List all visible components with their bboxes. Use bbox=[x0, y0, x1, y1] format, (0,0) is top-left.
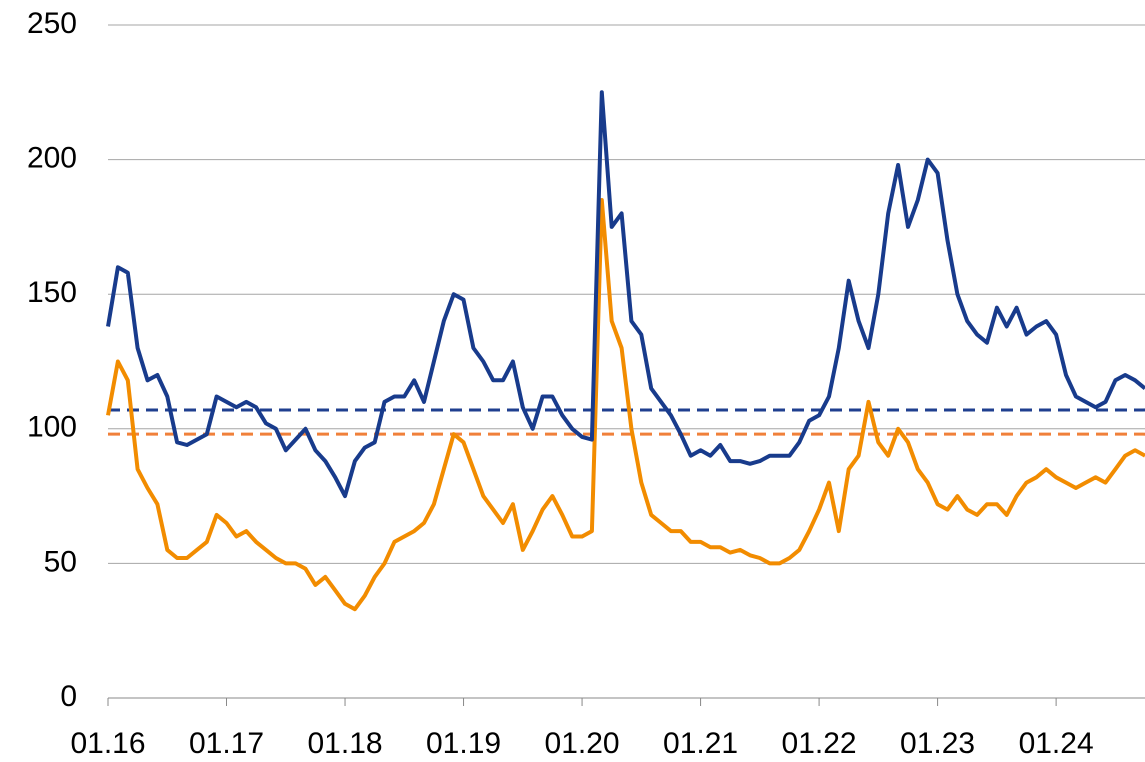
x-tick-label: 01.24 bbox=[1019, 727, 1094, 760]
y-tick-label: 200 bbox=[27, 142, 77, 175]
data-line bbox=[106, 198, 1145, 612]
x-tick-label: 01.22 bbox=[782, 727, 857, 760]
y-tick-label: 250 bbox=[27, 7, 77, 40]
x-tick-label: 01.20 bbox=[545, 727, 620, 760]
x-tick-label: 01.21 bbox=[663, 727, 738, 760]
x-tick-label: 01.18 bbox=[307, 727, 382, 760]
data-line bbox=[106, 90, 1145, 499]
x-tick-label: 01.16 bbox=[70, 727, 145, 760]
x-tick-label: 01.23 bbox=[900, 727, 975, 760]
x-tick-label: 01.17 bbox=[189, 727, 264, 760]
y-tick-label: 150 bbox=[27, 276, 77, 309]
y-tick-label: 0 bbox=[60, 680, 77, 713]
x-tick-label: 01.19 bbox=[426, 727, 501, 760]
y-tick-label: 100 bbox=[27, 411, 77, 444]
y-tick-label: 50 bbox=[44, 545, 77, 578]
